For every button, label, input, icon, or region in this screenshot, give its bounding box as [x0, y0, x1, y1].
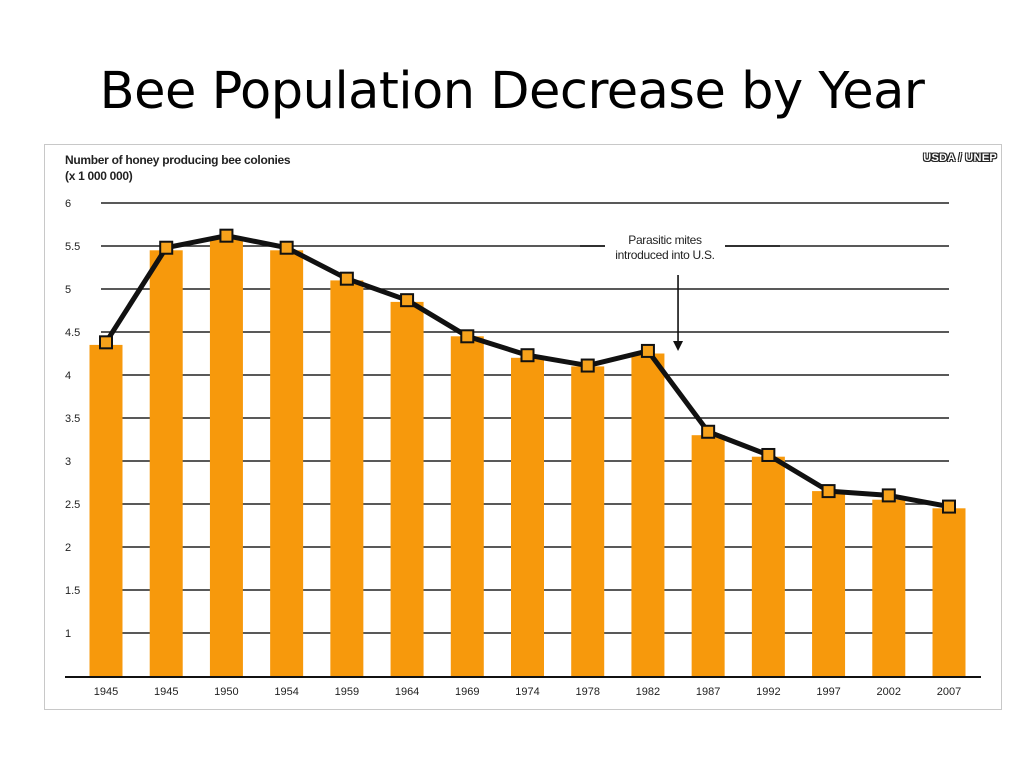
- x-tick-label: 1954: [274, 686, 298, 698]
- y-axis-label: Number of honey producing bee colonies: [65, 153, 291, 167]
- line-marker: [761, 447, 776, 462]
- y-tick-label: 6: [65, 198, 71, 210]
- mites-annotation: Parasitic mites introduced into U.S.: [605, 233, 725, 263]
- x-tick-label: 1982: [636, 686, 660, 698]
- bar: [571, 366, 605, 677]
- line-marker: [701, 424, 716, 439]
- x-tick-label: 1945: [94, 686, 118, 698]
- x-tick-label: 1964: [395, 686, 419, 698]
- annotation-arrow-head: [673, 341, 684, 351]
- bar: [149, 250, 183, 678]
- line-marker: [400, 293, 415, 308]
- slide-title: Bee Population Decrease by Year: [99, 62, 925, 121]
- x-tick-label: 1950: [214, 686, 238, 698]
- x-tick-label: 1992: [756, 686, 780, 698]
- bar: [812, 491, 846, 677]
- y-tick-label: 3: [65, 456, 71, 468]
- x-tick-label: 1969: [455, 686, 479, 698]
- y-tick-label: 1: [65, 628, 71, 640]
- bar: [450, 336, 484, 677]
- line-marker: [460, 329, 475, 344]
- line-marker: [520, 348, 535, 363]
- x-tick-label: 1945: [154, 686, 178, 698]
- line-marker: [279, 240, 294, 255]
- x-tick-label: 2002: [877, 686, 901, 698]
- bar: [691, 435, 725, 677]
- y-tick-label: 3.5: [65, 413, 80, 425]
- x-tick-label: 1974: [515, 686, 539, 698]
- y-tick-label: 1.5: [65, 585, 80, 597]
- line-marker: [339, 271, 354, 286]
- line-marker: [159, 240, 174, 255]
- x-tick-label: 1987: [696, 686, 720, 698]
- bar: [511, 357, 544, 677]
- y-tick-label: 4.5: [65, 327, 80, 339]
- bar: [270, 250, 304, 678]
- line-marker: [942, 499, 956, 514]
- line-marker: [99, 335, 113, 350]
- bee-colonies-chart: 6 5.5 5 4.5 4 3.5 3 2.5 2 1.5 1 1945 1945 1950 1954 195…: [65, 198, 981, 698]
- bar: [872, 499, 906, 677]
- line-marker: [881, 488, 896, 503]
- line-marker: [640, 343, 655, 358]
- y-tick-label: 2.5: [65, 499, 80, 511]
- y-tick-label: 4: [65, 370, 71, 382]
- bar: [751, 456, 785, 677]
- x-tick-label: 1959: [335, 686, 359, 698]
- x-tick-label: 2007: [937, 686, 961, 698]
- x-tick-label: 1978: [575, 686, 599, 698]
- y-axis-unit: (x 1 000 000): [65, 169, 133, 183]
- line-marker: [580, 358, 595, 373]
- bar: [330, 280, 364, 677]
- y-tick-label: 5: [65, 284, 71, 296]
- chart-frame: 6 5.5 5 4.5 4 3.5 3 2.5 2 1.5 1 1945 1945 1950 1954 195…: [44, 144, 1002, 710]
- y-tick-label: 5.5: [65, 241, 80, 253]
- line-marker: [219, 228, 234, 243]
- x-tick-label: 1997: [816, 686, 840, 698]
- line-marker: [821, 484, 836, 499]
- bar: [631, 353, 665, 677]
- bar: [932, 508, 966, 677]
- bar: [209, 237, 243, 677]
- annotation-line-2: introduced into U.S.: [615, 248, 715, 262]
- y-tick-label: 2: [65, 542, 71, 554]
- bar: [390, 301, 424, 677]
- source-label: USDA / UNEP: [923, 152, 997, 164]
- bar: [89, 344, 123, 677]
- annotation-line-1: Parasitic mites: [628, 233, 702, 247]
